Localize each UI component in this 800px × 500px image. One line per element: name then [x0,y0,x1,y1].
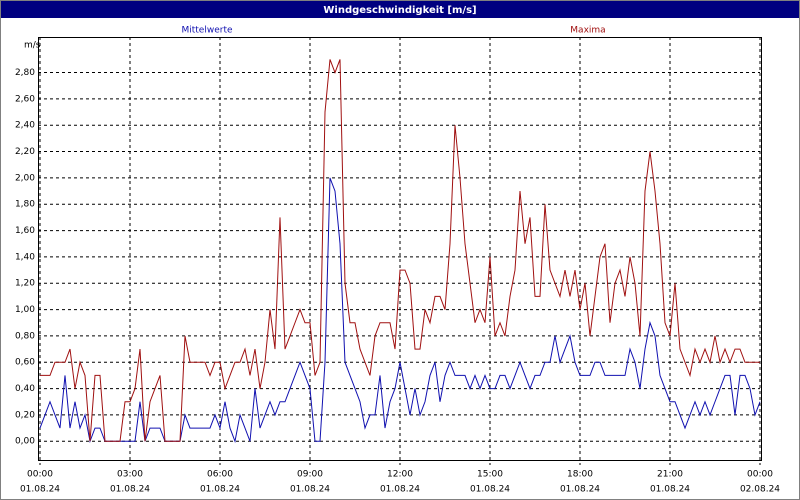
x-tick-label: 12:00 [387,470,413,480]
chart-title: Windgeschwindigkeit [m/s] [323,5,476,16]
legend-label: Maxima [570,26,605,36]
y-tick-label: 2,40 [15,121,35,131]
series-line [39,177,761,444]
x-tick-label: 00:00 [27,470,53,480]
x-tick-label: 15:00 [477,470,503,480]
y-tick-label: 0,60 [15,358,35,368]
x-tick-date: 01.08.24 [290,485,330,495]
x-tick-date: 01.08.24 [470,485,510,495]
y-tick-label: 0,40 [15,384,35,394]
x-tick-label: 00:00 [747,470,773,480]
x-tick-label: 18:00 [567,470,593,480]
series-line [40,59,760,442]
x-tick-label: 09:00 [297,470,323,480]
y-tick-label: 2,00 [15,173,35,183]
y-unit: m/s [24,41,41,51]
y-tick-label: 0,20 [15,410,35,420]
y-tick-label: 0,80 [15,331,35,341]
title-bar [1,1,799,18]
x-tick-label: 03:00 [117,470,143,480]
y-tick-label: 2,80 [15,68,35,78]
y-tick-label: 2,60 [15,94,35,104]
x-tick-date: 01.08.24 [380,485,420,495]
y-tick-label: 1,00 [15,305,35,315]
x-tick-label: 06:00 [207,470,233,480]
x-tick-label: 21:00 [657,470,683,480]
y-tick-label: 2,20 [15,147,35,157]
x-tick-date: 02.08.24 [740,485,780,495]
x-tick-date: 01.08.24 [110,485,150,495]
x-tick-date: 01.08.24 [650,485,690,495]
y-tick-label: 1,20 [15,279,35,289]
x-tick-date: 01.08.24 [200,485,240,495]
y-tick-label: 1,80 [15,200,35,210]
x-tick-date: 01.08.24 [20,485,60,495]
y-tick-label: 0,00 [15,437,35,447]
y-tick-label: 1,60 [15,226,35,236]
legend-label: Mittelwerte [181,26,232,36]
y-tick-label: 1,40 [15,252,35,262]
x-tick-date: 01.08.24 [560,485,600,495]
